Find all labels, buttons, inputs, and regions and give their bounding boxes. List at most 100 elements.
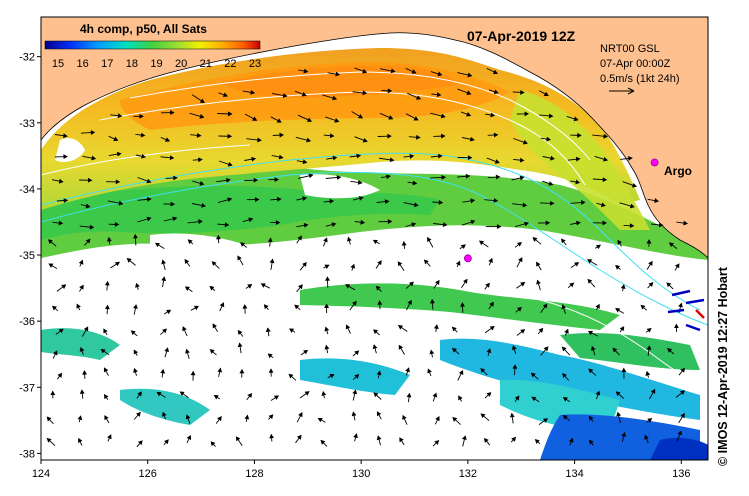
current-arrow-head xyxy=(399,437,404,443)
current-arrow-head xyxy=(335,71,341,77)
current-arrow-head xyxy=(466,112,472,117)
current-arrow-head xyxy=(107,434,112,440)
current-arrow-head xyxy=(469,136,475,142)
colorbar-tick-label: 16 xyxy=(77,58,89,70)
current-arrow-head xyxy=(156,392,162,397)
current-arrow-head xyxy=(320,439,326,445)
current-arrow-head xyxy=(250,89,256,95)
current-arrow-head xyxy=(301,91,307,97)
current-arrow-head xyxy=(603,156,609,162)
current-arrow-head xyxy=(376,370,382,376)
current-arrow-head xyxy=(53,350,58,356)
current-arrow-head xyxy=(402,414,407,420)
current-arrow-head xyxy=(575,179,581,185)
current-arrow-head xyxy=(324,303,330,308)
current-arrow-head xyxy=(164,137,171,142)
current-arrow-head xyxy=(493,132,499,138)
current-arrow-head xyxy=(329,133,335,139)
current-arrow-head xyxy=(441,133,446,139)
current-arrow-head xyxy=(185,348,190,354)
current-arrow-head xyxy=(237,342,243,348)
current-arrow-head xyxy=(276,118,282,123)
current-arrow-head xyxy=(239,368,245,374)
current-arrow-head xyxy=(212,323,217,329)
current-arrow-head xyxy=(273,395,279,400)
current-arrow-head xyxy=(373,392,379,398)
current-arrow-head xyxy=(519,175,525,181)
current-arrow-head xyxy=(317,418,323,423)
current-arrow-head xyxy=(415,134,421,140)
current-arrow-head xyxy=(199,180,205,186)
current-arrow-head xyxy=(187,239,193,245)
current-arrow-head xyxy=(269,258,275,264)
current-arrow-head xyxy=(467,72,473,78)
current-arrow-head xyxy=(387,219,393,224)
current-arrow-head xyxy=(336,175,342,180)
current-arrow-head xyxy=(267,353,273,359)
current-arrow-head xyxy=(61,284,67,289)
current-arrow-head xyxy=(683,220,689,226)
current-arrow-head xyxy=(105,304,110,310)
current-arrow-head xyxy=(137,391,142,397)
current-arrow-head xyxy=(209,349,215,354)
current-arrow-head xyxy=(658,222,664,228)
current-arrow-head xyxy=(411,222,417,228)
current-arrow-head xyxy=(602,177,608,183)
current-arrow-head xyxy=(130,330,136,336)
current-arrow-head xyxy=(89,224,95,230)
current-arrow-head xyxy=(324,264,330,269)
current-arrow-head xyxy=(63,198,69,203)
current-arrow-head xyxy=(345,324,351,330)
current-arrow-head xyxy=(186,434,192,441)
current-arrow-head xyxy=(427,236,432,242)
current-arrow-head xyxy=(227,133,233,139)
current-arrow-head xyxy=(562,414,568,420)
current-arrow-head xyxy=(354,373,360,379)
current-arrow-head xyxy=(478,240,484,246)
current-arrow-head xyxy=(78,259,84,265)
current-arrow-head xyxy=(79,346,85,352)
current-arrow-head xyxy=(519,157,525,163)
current-arrow-head xyxy=(227,161,233,167)
current-arrow-head xyxy=(494,159,500,164)
current-arrow-head xyxy=(324,326,330,332)
current-arrow-head xyxy=(543,91,549,96)
current-arrow-head xyxy=(213,394,219,400)
current-arrow-head xyxy=(631,182,638,188)
current-arrow-head xyxy=(465,173,471,179)
current-arrow-head xyxy=(321,390,327,396)
current-arrow-head xyxy=(106,236,112,242)
current-arrow-head xyxy=(139,113,144,119)
sst-field xyxy=(41,48,708,460)
current-arrow-head xyxy=(561,304,566,310)
current-arrow-head xyxy=(79,284,84,290)
current-arrow-head xyxy=(198,219,203,225)
current-arrow-head xyxy=(648,260,653,266)
current-arrow-head xyxy=(329,374,335,379)
current-arrow-head xyxy=(172,216,178,222)
current-arrow-head xyxy=(619,326,625,332)
current-arrow-head xyxy=(268,414,274,420)
current-arrow-head xyxy=(436,92,442,98)
colorbar-tick-label: 19 xyxy=(150,58,162,70)
current-arrow-head xyxy=(126,257,132,263)
colorbar-tick-label: 17 xyxy=(101,58,113,70)
current-arrow-head xyxy=(406,392,412,398)
reference-vector-head xyxy=(627,87,635,95)
current-arrow-head xyxy=(253,177,259,183)
current-arrow-head xyxy=(184,258,190,264)
current-arrow-head xyxy=(133,367,138,373)
current-arrow-head xyxy=(226,177,231,183)
current-arrow-head xyxy=(235,436,241,442)
current-arrow-head xyxy=(387,88,393,94)
current-arrow-head xyxy=(412,180,418,186)
colorbar-tick-label: 22 xyxy=(224,58,236,70)
current-arrow-head xyxy=(437,71,443,77)
current-arrow-head xyxy=(48,263,54,268)
current-arrow-head xyxy=(247,284,253,289)
current-arrow-head xyxy=(182,326,187,332)
current-arrow-head xyxy=(350,263,356,269)
current-arrow-head xyxy=(546,136,552,142)
current-arrow-head xyxy=(520,281,526,287)
current-arrow-head xyxy=(536,261,541,267)
